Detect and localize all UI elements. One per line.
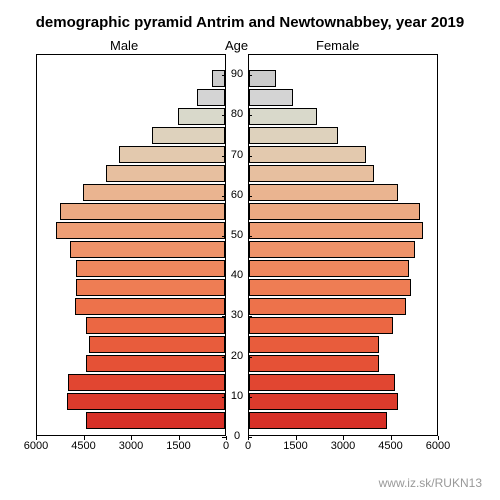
male-bar bbox=[86, 355, 225, 372]
male-bar bbox=[56, 222, 225, 239]
y-tick-label: 30 bbox=[226, 309, 248, 321]
male-bar bbox=[60, 203, 225, 220]
female-bar bbox=[249, 146, 366, 163]
chart-title: demographic pyramid Antrim and Newtownab… bbox=[0, 14, 500, 31]
male-bar bbox=[119, 146, 225, 163]
male-bar bbox=[86, 412, 225, 429]
y-tick-mark bbox=[248, 276, 252, 277]
female-bar bbox=[249, 298, 406, 315]
female-bar bbox=[249, 222, 423, 239]
x-tick-mark bbox=[179, 436, 180, 440]
y-tick-label: 80 bbox=[226, 108, 248, 120]
y-tick-label: 90 bbox=[226, 68, 248, 80]
x-tick-mark bbox=[226, 436, 227, 440]
male-bar bbox=[83, 184, 226, 201]
x-tick-label: 6000 bbox=[24, 440, 48, 452]
female-plot bbox=[248, 54, 438, 436]
female-bar bbox=[249, 412, 387, 429]
x-tick-label: 1500 bbox=[166, 440, 190, 452]
female-bar bbox=[249, 165, 374, 182]
female-bar bbox=[249, 203, 420, 220]
x-tick-mark bbox=[248, 436, 249, 440]
credit-text: www.iz.sk/RUKN13 bbox=[379, 476, 482, 490]
x-tick-label: 4500 bbox=[71, 440, 95, 452]
male-bar bbox=[76, 279, 225, 296]
male-bar bbox=[68, 374, 225, 391]
female-bar bbox=[249, 241, 415, 258]
x-tick-mark bbox=[438, 436, 439, 440]
x-axis-male: 01500300045006000 bbox=[36, 440, 226, 460]
female-bar bbox=[249, 184, 398, 201]
male-bar bbox=[178, 108, 226, 125]
y-tick-mark bbox=[248, 397, 252, 398]
female-bar bbox=[249, 127, 338, 144]
x-tick-label: 3000 bbox=[331, 440, 355, 452]
x-tick-label: 4500 bbox=[378, 440, 402, 452]
male-bar bbox=[106, 165, 225, 182]
x-tick-mark bbox=[84, 436, 85, 440]
male-label: Male bbox=[110, 38, 138, 53]
female-bar bbox=[249, 89, 293, 106]
female-bar bbox=[249, 260, 409, 277]
male-bar bbox=[75, 298, 225, 315]
x-tick-label: 1500 bbox=[283, 440, 307, 452]
female-bar bbox=[249, 393, 398, 410]
y-tick-label: 50 bbox=[226, 229, 248, 241]
female-bar bbox=[249, 336, 379, 353]
female-bar bbox=[249, 355, 379, 372]
female-bar bbox=[249, 279, 411, 296]
male-bar bbox=[86, 317, 225, 334]
y-tick-mark bbox=[248, 75, 252, 76]
y-tick-mark bbox=[248, 236, 252, 237]
x-tick-mark bbox=[343, 436, 344, 440]
x-tick-label: 6000 bbox=[426, 440, 450, 452]
y-tick-mark bbox=[248, 115, 252, 116]
male-plot bbox=[36, 54, 226, 436]
x-tick-mark bbox=[36, 436, 37, 440]
x-tick-mark bbox=[131, 436, 132, 440]
x-tick-label: 3000 bbox=[119, 440, 143, 452]
female-bar bbox=[249, 317, 393, 334]
x-axis-female: 01500300045006000 bbox=[248, 440, 438, 460]
x-tick-label: 0 bbox=[245, 440, 251, 452]
y-tick-mark bbox=[248, 156, 252, 157]
male-bar bbox=[197, 89, 226, 106]
male-bar bbox=[67, 393, 225, 410]
male-bar bbox=[212, 70, 225, 87]
male-bar bbox=[152, 127, 225, 144]
male-bar bbox=[89, 336, 225, 353]
y-tick-mark bbox=[248, 316, 252, 317]
male-bar bbox=[70, 241, 225, 258]
y-tick-label: 70 bbox=[226, 149, 248, 161]
female-bar bbox=[249, 70, 276, 87]
y-tick-label: 60 bbox=[226, 189, 248, 201]
female-bar bbox=[249, 374, 395, 391]
x-tick-mark bbox=[391, 436, 392, 440]
chart-container: demographic pyramid Antrim and Newtownab… bbox=[0, 0, 500, 500]
y-tick-mark bbox=[248, 357, 252, 358]
y-tick-label: 40 bbox=[226, 269, 248, 281]
x-tick-mark bbox=[296, 436, 297, 440]
male-bar bbox=[76, 260, 225, 277]
y-tick-mark bbox=[248, 196, 252, 197]
y-tick-label: 20 bbox=[226, 350, 248, 362]
female-bar bbox=[249, 108, 317, 125]
y-axis: 0102030405060708090 bbox=[226, 54, 248, 436]
y-tick-label: 10 bbox=[226, 390, 248, 402]
female-label: Female bbox=[316, 38, 359, 53]
x-tick-label: 0 bbox=[223, 440, 229, 452]
age-label: Age bbox=[225, 38, 248, 53]
